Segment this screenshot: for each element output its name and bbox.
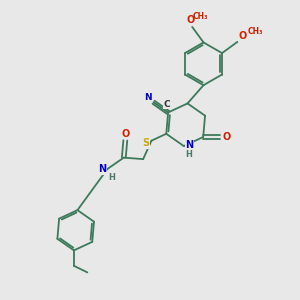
Text: S: S [142, 138, 150, 148]
Text: O: O [187, 15, 195, 26]
Text: N: N [144, 94, 151, 103]
Text: O: O [223, 132, 231, 142]
Text: CH₃: CH₃ [193, 12, 208, 21]
Text: CH₃: CH₃ [248, 27, 263, 36]
Text: O: O [239, 32, 247, 41]
Text: N: N [98, 164, 106, 174]
Text: C: C [163, 100, 170, 109]
Text: H: H [186, 150, 193, 159]
Text: N: N [185, 140, 193, 150]
Text: H: H [109, 173, 116, 182]
Text: O: O [121, 129, 129, 139]
